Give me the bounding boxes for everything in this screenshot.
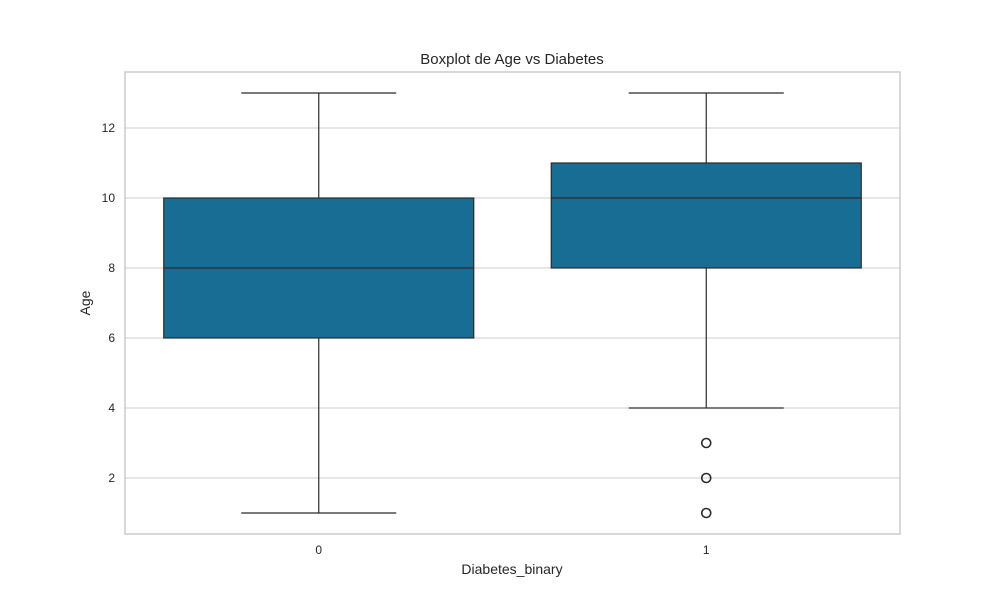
y-tick-label: 10 <box>102 191 116 205</box>
y-axis-label: Age <box>77 290 93 315</box>
x-axis-label: Diabetes_binary <box>461 561 562 577</box>
y-tick-label: 6 <box>108 331 115 345</box>
x-tick-label: 1 <box>703 543 710 557</box>
y-tick-label: 2 <box>108 471 115 485</box>
outlier-point <box>700 437 712 449</box>
x-tick-label: 0 <box>315 543 322 557</box>
plot-frame <box>124 71 901 535</box>
y-tick-label: 8 <box>108 261 115 275</box>
outlier-point <box>700 472 712 484</box>
chart-title: Boxplot de Age vs Diabetes <box>420 51 603 68</box>
y-tick-label: 4 <box>108 401 115 415</box>
outlier-point <box>700 507 712 519</box>
y-tick-label: 12 <box>102 121 116 135</box>
box-iqr <box>550 162 862 269</box>
